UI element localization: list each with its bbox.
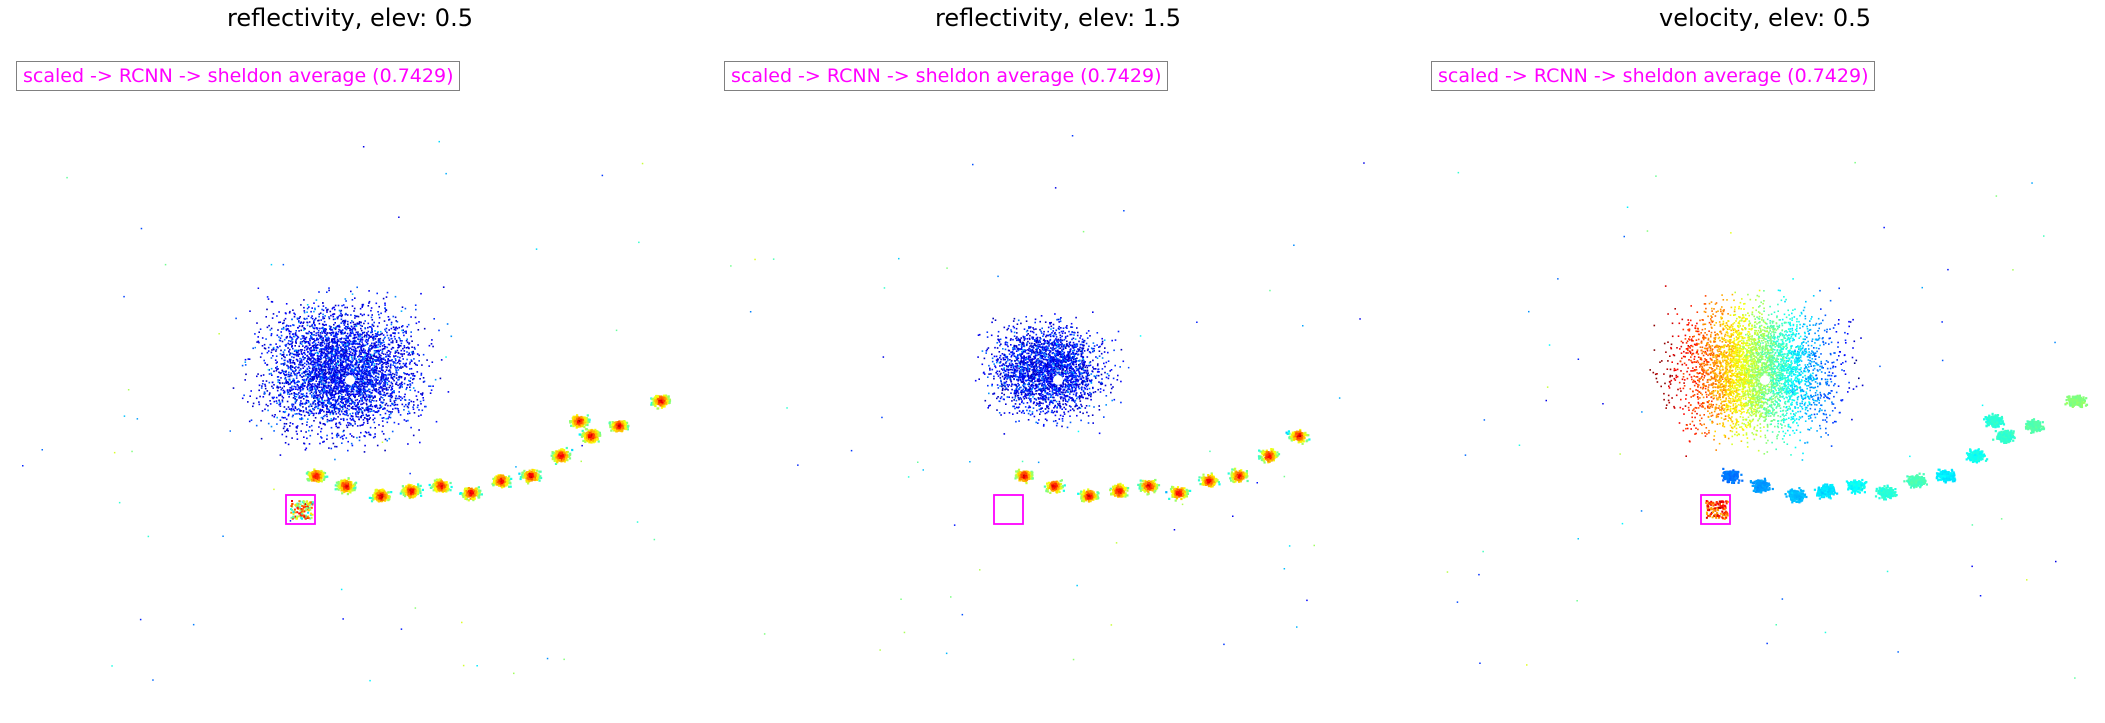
radar-site-marker (1760, 375, 1770, 385)
radar-image (1446, 161, 2089, 679)
detection-box (993, 494, 1024, 525)
detection-box (1700, 494, 1731, 525)
panel-reflectivity-1-5: reflectivity, elev: 1.5 scaled -> RCNN -… (708, 0, 1408, 723)
annotation-label: scaled -> RCNN -> sheldon average (0.742… (16, 61, 461, 91)
detection-box (285, 494, 316, 525)
panel-title: reflectivity, elev: 0.5 (227, 4, 473, 32)
radar-site-marker (345, 375, 355, 385)
precipitation-echoes (1446, 161, 2089, 679)
annotation-label: scaled -> RCNN -> sheldon average (0.742… (724, 61, 1169, 91)
panel-title: reflectivity, elev: 1.5 (935, 4, 1181, 32)
radar-site-marker (1053, 375, 1063, 385)
radar-image (22, 140, 672, 682)
panel-reflectivity-0-5: reflectivity, elev: 0.5 scaled -> RCNN -… (0, 0, 700, 723)
precipitation-echoes (22, 140, 672, 682)
precipitation-echoes (730, 135, 1365, 661)
annotation-label: scaled -> RCNN -> sheldon average (0.742… (1431, 61, 1876, 91)
panel-title: velocity, elev: 0.5 (1658, 4, 1872, 32)
radar-image (730, 135, 1365, 661)
panel-velocity-0-5: velocity, elev: 0.5 scaled -> RCNN -> sh… (1415, 0, 2105, 723)
